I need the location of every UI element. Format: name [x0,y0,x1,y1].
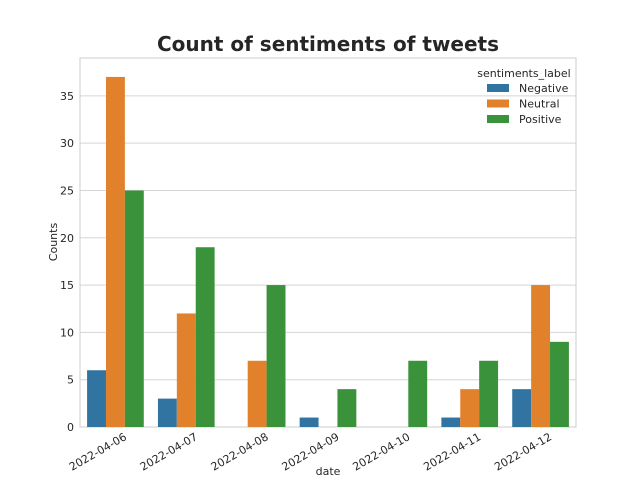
bar-negative-2022-04-12 [512,389,532,427]
bar-positive-2022-04-09 [337,389,357,427]
y-tick-label: 0 [67,421,74,434]
x-tick-label: 2022-04-07 [138,430,200,473]
x-tick-label: 2022-04-10 [350,430,412,473]
y-tick-label: 5 [67,374,74,387]
x-tick-labels: 2022-04-06 2022-04-07 2022-04-08 2022-04-09… [67,430,554,473]
x-axis-label: date [316,465,341,478]
bar-positive-2022-04-12 [550,341,569,427]
bar-neutral-2022-04-07 [176,313,196,427]
bar-positive-2022-04-10 [408,360,428,427]
y-tick-label: 10 [60,326,74,339]
y-tick-label: 20 [60,232,74,245]
y-tick-label: 35 [60,90,74,103]
bar-negative-2022-04-06 [87,370,106,427]
grid-lines [80,95,576,428]
y-tick-label: 15 [60,279,74,292]
chart-title: Count of sentiments of tweets [157,32,499,56]
x-tick-label: 2022-04-08 [209,430,271,473]
y-tick-label: 30 [60,137,74,150]
bar-positive-2022-04-06 [124,190,144,427]
bar-negative-2022-04-07 [157,398,177,427]
bar-positive-2022-04-11 [479,360,499,427]
x-tick-label: 2022-04-12 [492,430,554,473]
x-tick-label: 2022-04-06 [67,430,129,473]
bar-positive-2022-04-07 [195,247,215,427]
legend-title: sentiments_label [477,67,570,80]
x-tick-label: 2022-04-11 [421,430,483,473]
bar-neutral-2022-04-08 [247,360,267,427]
legend: sentiments_label Negative Neutral Positive [477,67,570,126]
legend-swatch-negative [487,84,509,92]
bar-neutral-2022-04-06 [105,76,125,427]
plot-frame [79,57,577,428]
bars [87,76,569,427]
bar-neutral-2022-04-11 [460,389,480,427]
y-tick-labels: 0 5 10 15 20 25 30 35 [60,90,74,434]
legend-label-neutral: Neutral [519,98,560,111]
y-tick-label: 25 [60,184,74,197]
legend-swatch-positive [487,115,509,123]
bar-positive-2022-04-08 [266,285,286,427]
legend-label-positive: Positive [519,113,562,126]
legend-swatch-neutral [487,99,509,108]
legend-label-negative: Negative [519,82,569,95]
bar-negative-2022-04-11 [441,417,461,427]
y-axis-label: Counts [47,223,60,262]
bar-neutral-2022-04-12 [531,285,551,427]
bar-negative-2022-04-09 [299,417,319,427]
